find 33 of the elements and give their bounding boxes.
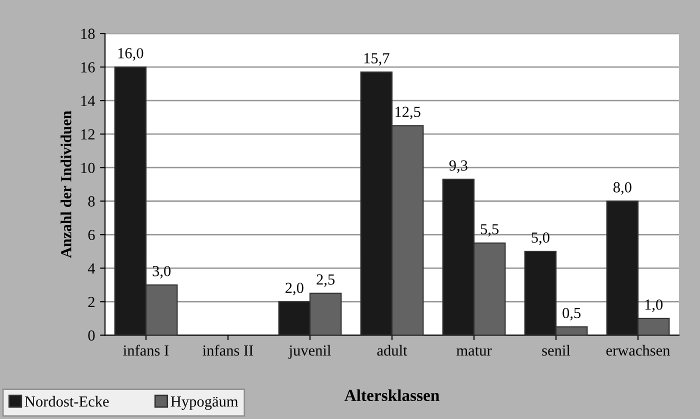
x-tick-label: erwachsen (606, 344, 670, 356)
x-axis-title: Altersklassen (344, 389, 440, 402)
y-tick-label: 4 (88, 263, 96, 274)
x-tick-label: adult (377, 344, 408, 356)
data-label: 16,0 (118, 48, 144, 61)
data-label: 2,0 (286, 282, 304, 296)
data-label: 5,5 (480, 224, 499, 237)
x-tick-label: juvenil (288, 344, 331, 359)
legend-label: Nordost-Ecke (24, 396, 109, 407)
x-tick-label: matur (456, 346, 492, 356)
y-tick-label: 18 (81, 28, 95, 39)
y-tick-label: 14 (81, 96, 96, 106)
x-tick-label: infans I (123, 344, 169, 356)
data-label: 0,5 (562, 308, 581, 320)
data-label: 3,0 (152, 266, 171, 278)
y-tick-label: 2 (88, 296, 94, 307)
y-tick-label: 12 (81, 129, 94, 140)
y-axis-title: Anzahl der Individuen (60, 110, 72, 258)
data-label: 9,3 (449, 160, 468, 173)
y-tick-label: 8 (88, 196, 95, 207)
data-label: 8,0 (613, 182, 632, 195)
y-tick-label: 16 (81, 62, 95, 72)
x-tick-label: senil (542, 344, 570, 356)
x-tick-label: infans II (202, 344, 254, 356)
data-label: 1,0 (645, 299, 663, 312)
y-tick-label: 6 (88, 230, 95, 240)
data-label: 12,5 (396, 106, 420, 120)
data-label: 15,7 (364, 53, 390, 66)
data-label: 5,0 (532, 232, 550, 245)
data-label: 2,5 (316, 274, 335, 287)
y-tick-label: 0 (88, 330, 95, 341)
legend-label: Hypogäum (170, 396, 238, 410)
y-tick-label: 10 (81, 162, 95, 174)
